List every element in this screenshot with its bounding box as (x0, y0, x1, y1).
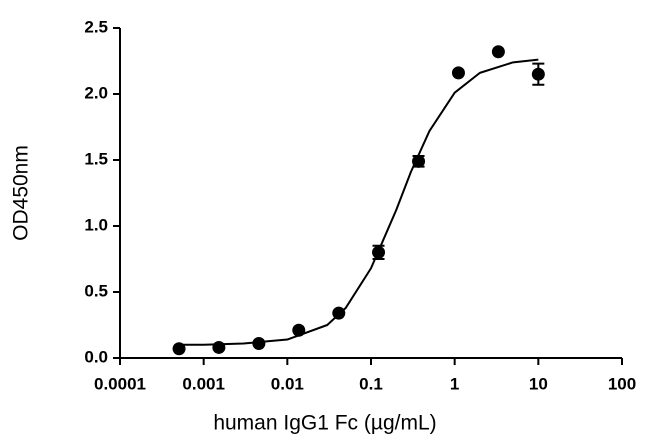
data-point (451, 66, 465, 80)
data-point (531, 67, 545, 81)
y-tick-label: 2.5 (84, 17, 108, 36)
x-axis-label: human IgG1 Fc (µg/mL) (213, 412, 436, 435)
x-tick-label: 0.1 (359, 374, 383, 393)
x-tick-label: 1 (450, 374, 459, 393)
y-tick-label: 0.0 (84, 347, 108, 366)
data-point (332, 306, 346, 320)
y-tick-label: 1.5 (84, 149, 108, 168)
x-tick-label: 10 (529, 374, 548, 393)
y-axis-label: OD450nm (10, 145, 33, 241)
y-tick-label: 2.0 (84, 83, 108, 102)
y-tick-label: 1.0 (84, 215, 108, 234)
data-point (172, 342, 186, 356)
x-tick-label: 100 (608, 374, 636, 393)
y-tick-label: 0.5 (84, 281, 108, 300)
data-point (292, 323, 306, 337)
fit-curve (178, 58, 539, 346)
data-point (252, 336, 266, 350)
x-tick-label: 0.0001 (94, 374, 146, 393)
x-tick-label: 0.01 (271, 374, 304, 393)
data-point (372, 245, 386, 259)
data-point (412, 154, 426, 168)
x-tick-label: 0.001 (182, 374, 225, 393)
data-point (491, 45, 505, 59)
data-point (212, 340, 226, 354)
